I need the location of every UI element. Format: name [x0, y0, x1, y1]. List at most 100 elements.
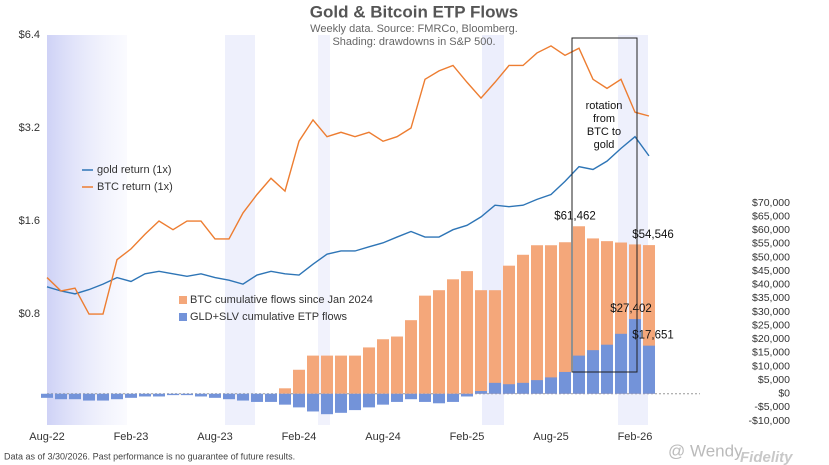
y2-tick-label: -$10,000	[749, 415, 791, 427]
bar	[531, 245, 543, 394]
bar	[111, 393, 123, 400]
bar	[153, 393, 165, 397]
bar	[601, 344, 613, 394]
bar	[251, 393, 263, 402]
bar	[461, 393, 473, 397]
bar	[97, 393, 109, 401]
bar	[279, 393, 291, 405]
bar	[531, 380, 543, 394]
x-tick-label: Aug-22	[29, 431, 64, 443]
bar	[307, 393, 319, 412]
y2-tick-label: $10,000	[752, 360, 790, 372]
bar	[181, 393, 193, 396]
data-label: $54,546	[632, 229, 674, 241]
bar	[643, 345, 655, 394]
bar	[391, 393, 403, 402]
bar	[503, 265, 515, 394]
y2-tick-label: $60,000	[752, 224, 790, 236]
bar	[41, 393, 53, 398]
bar	[461, 271, 473, 394]
data-label: $27,402	[610, 303, 652, 315]
y2-tick-label: $15,000	[752, 347, 790, 359]
legend-swatch	[179, 313, 187, 321]
y2-tick-label: $45,000	[752, 265, 790, 277]
x-tick-label: Feb-24	[282, 431, 317, 443]
y2-tick-label: $55,000	[752, 238, 790, 250]
bar	[475, 290, 487, 394]
bar	[545, 377, 557, 394]
data-label: $17,651	[632, 330, 674, 342]
y-tick-label: $1.6	[19, 215, 40, 227]
bar	[69, 393, 81, 400]
logo: Fidelity	[740, 449, 793, 465]
annotation-text: gold	[594, 139, 615, 151]
y2-tick-label: $0	[778, 388, 790, 400]
x-tick-label: Aug-25	[533, 431, 568, 443]
bar	[517, 254, 529, 394]
legend-swatch	[179, 296, 187, 304]
bar	[167, 393, 179, 396]
drawdown-shading	[47, 35, 127, 425]
bar	[433, 393, 445, 404]
y2-tick-label: -$5,000	[754, 401, 790, 413]
bar	[615, 333, 627, 394]
y2-tick-label: $35,000	[752, 292, 790, 304]
x-tick-label: Aug-23	[197, 431, 232, 443]
bar	[223, 393, 235, 400]
bar	[209, 393, 221, 398]
bar	[83, 393, 95, 401]
bar	[573, 226, 585, 394]
bar	[503, 384, 515, 394]
bar	[489, 382, 501, 394]
bar	[405, 320, 417, 394]
bar	[321, 393, 333, 415]
bar	[545, 245, 557, 394]
line	[46, 45, 650, 315]
bar	[405, 393, 417, 400]
x-tick-label: Feb-25	[450, 431, 485, 443]
x-tick-label: Aug-24	[365, 431, 400, 443]
bar	[307, 355, 319, 394]
x-tick-label: Feb-23	[114, 431, 149, 443]
bar	[335, 355, 347, 394]
y2-tick-label: $30,000	[752, 306, 790, 318]
bar	[391, 336, 403, 394]
bar	[265, 393, 277, 402]
legend-label: BTC cumulative flows since Jan 2024	[190, 294, 373, 306]
legend-label: BTC return (1x)	[97, 181, 173, 193]
y2-tick-label: $65,000	[752, 210, 790, 222]
bar	[377, 393, 389, 405]
bar	[139, 393, 151, 397]
y2-tick-label: $40,000	[752, 279, 790, 291]
footer: Data as of 3/30/2026. Past performance i…	[4, 451, 295, 461]
bar	[419, 295, 431, 394]
line	[46, 135, 650, 295]
bar	[349, 393, 361, 411]
bar	[517, 382, 529, 394]
bar	[125, 393, 137, 398]
annotation-text: rotation	[586, 100, 623, 112]
bar	[363, 347, 375, 394]
y2-tick-label: $50,000	[752, 251, 790, 263]
watermark: @ Wendy	[668, 441, 743, 460]
bar	[559, 371, 571, 394]
bar	[335, 393, 347, 413]
y-tick-label: $6.4	[19, 29, 40, 41]
bar	[237, 393, 249, 401]
bar	[55, 393, 67, 400]
bar	[447, 393, 459, 402]
annotation-box	[571, 37, 638, 373]
bar	[489, 290, 501, 394]
y2-tick-label: $20,000	[752, 333, 790, 345]
bar	[321, 355, 333, 394]
bar	[349, 355, 361, 394]
bar	[433, 290, 445, 394]
bar	[559, 242, 571, 394]
bar	[475, 391, 487, 394]
legend-label: GLD+SLV cumulative ETP flows	[190, 311, 348, 323]
bar	[419, 393, 431, 402]
legend-label: gold return (1x)	[97, 164, 172, 176]
bar	[447, 279, 459, 394]
annotation-text: from	[593, 113, 615, 125]
bar	[195, 393, 207, 397]
